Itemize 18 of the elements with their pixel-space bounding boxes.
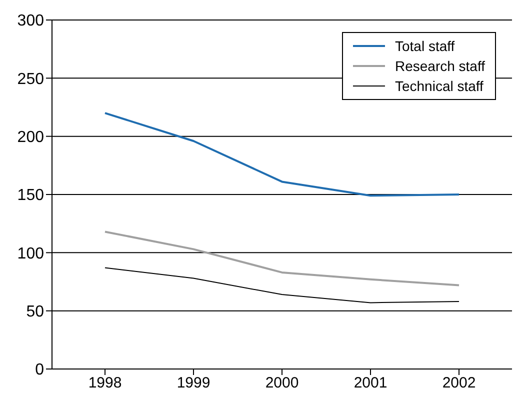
line-series	[104, 112, 460, 197]
legend-label: Research staff	[394, 58, 485, 74]
y-tick-label: 150	[17, 187, 44, 204]
line-series	[104, 230, 460, 286]
y-tick-label: 50	[26, 304, 44, 321]
x-tick-label: 1999	[176, 374, 210, 392]
y-tick-label: 100	[17, 245, 44, 262]
y-tick-label: 300	[17, 12, 44, 30]
legend-label: Technical staff	[394, 78, 484, 94]
x-tick-label: 2000	[265, 374, 299, 392]
y-tick-label: 250	[17, 70, 44, 88]
x-tick-label: 2002	[442, 374, 476, 392]
line-series	[104, 267, 460, 304]
legend-label: Total staff	[394, 38, 455, 54]
y-tick-label: 0	[35, 362, 44, 379]
x-tick-label: 1998	[88, 374, 122, 392]
x-tick-label: 2001	[354, 374, 388, 392]
y-tick-label: 200	[17, 129, 44, 146]
